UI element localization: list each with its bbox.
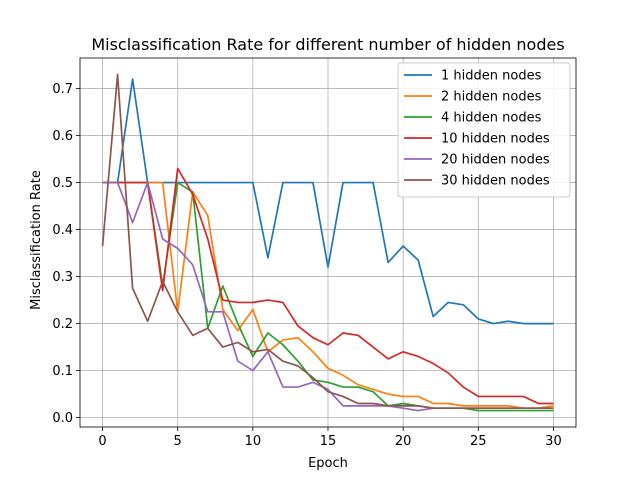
y-tick-label: 0.4 [52, 223, 73, 238]
legend-label: 1 hidden nodes [441, 69, 542, 84]
series-line-30-hidden-nodes [101, 73, 554, 410]
x-tick-label: 15 [320, 434, 337, 449]
legend: 1 hidden nodes 2 hidden nodes 4 hidden nod… [397, 62, 571, 198]
series-line-4-hidden-nodes [102, 181, 554, 412]
chart-title: Misclassification Rate for different num… [91, 35, 564, 54]
y-tick-label: 0.3 [52, 270, 73, 285]
y-tick-label: 0.6 [52, 129, 73, 144]
y-tick-label: 0.5 [52, 176, 73, 191]
axis-ticks: 0 5 10 15 20 25 30 0.0 0.1 0.2 0.3 0.4 0.5 0.6 0.7 [52, 82, 561, 449]
legend-label: 10 hidden nodes [441, 132, 550, 147]
y-tick-label: 0.2 [52, 317, 73, 332]
legend-label: 30 hidden nodes [441, 174, 550, 189]
x-tick-label: 5 [174, 434, 182, 449]
y-axis-title: Misclassification Rate [29, 170, 44, 310]
legend-label: 20 hidden nodes [441, 153, 550, 168]
x-tick-label: 0 [98, 434, 106, 449]
legend-box [397, 62, 571, 198]
series-line-10-hidden-nodes [102, 167, 554, 405]
legend-label: 4 hidden nodes [441, 111, 542, 126]
series-lines [101, 73, 554, 412]
y-tick-label: 0.7 [52, 82, 73, 97]
x-tick-label: 10 [245, 434, 262, 449]
x-tick-label: 20 [395, 434, 412, 449]
legend-label: 2 hidden nodes [441, 90, 542, 105]
x-axis-title: Epoch [308, 456, 348, 471]
x-tick-label: 30 [545, 434, 562, 449]
y-tick-label: 0.1 [52, 364, 73, 379]
x-tick-label: 25 [470, 434, 487, 449]
y-tick-label: 0.0 [52, 411, 73, 426]
